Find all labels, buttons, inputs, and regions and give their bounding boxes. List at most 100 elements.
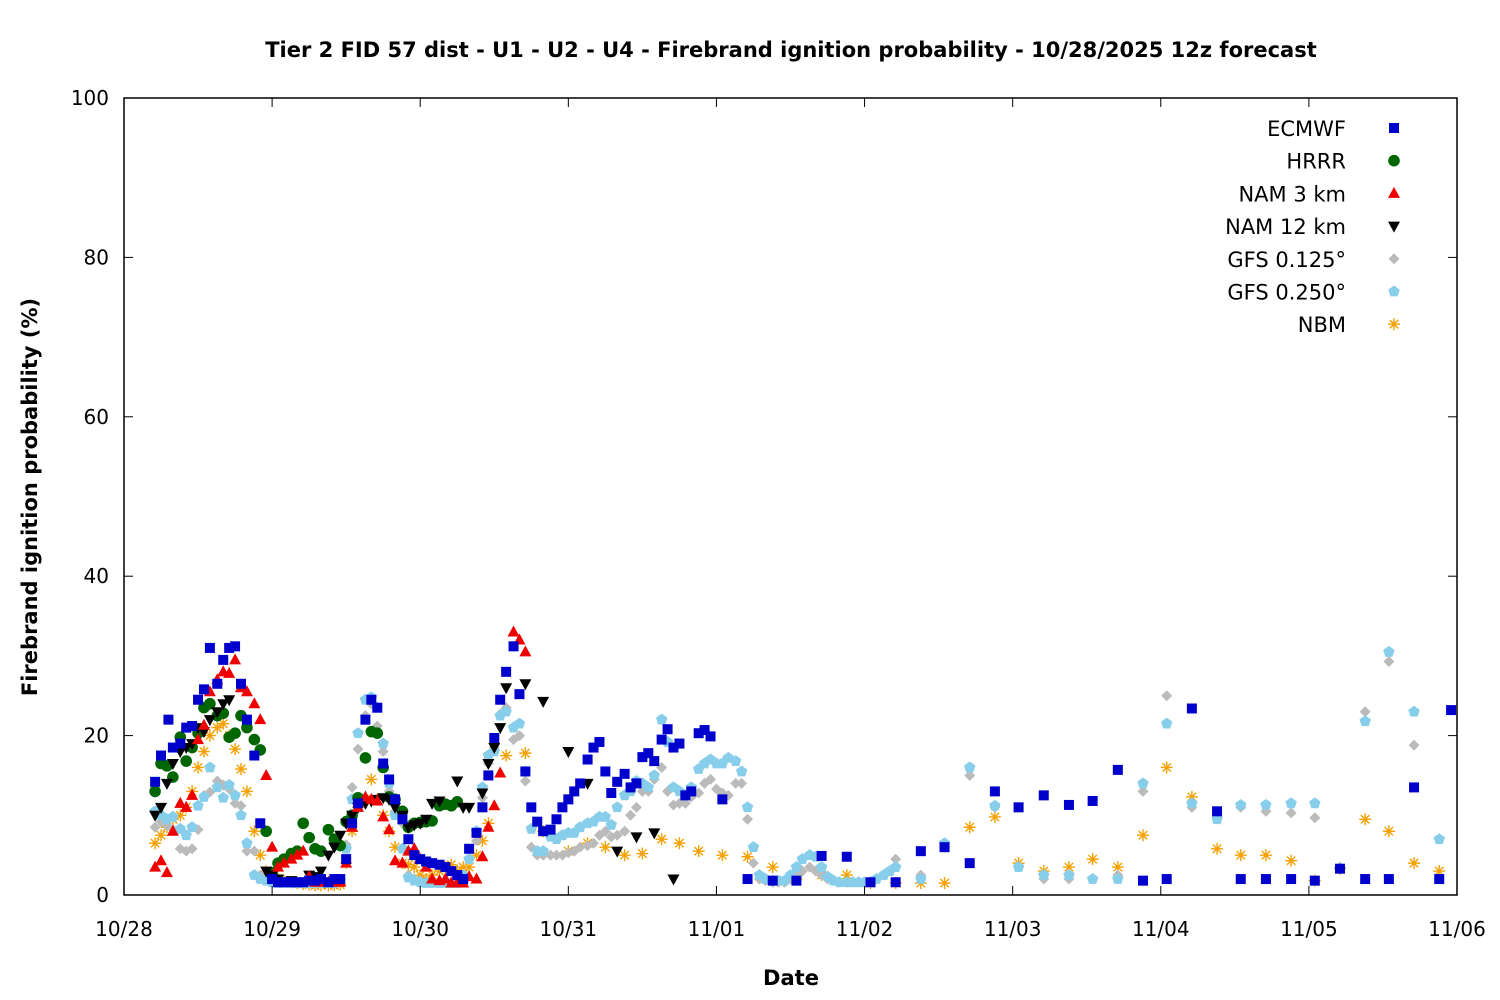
data-point-ecmwf — [360, 714, 371, 725]
data-point-nbm — [988, 810, 1001, 823]
data-point-ecmwf — [606, 787, 617, 798]
data-point-gfs-0-250 — [223, 779, 235, 790]
data-point-ecmwf — [366, 694, 377, 705]
data-point-hrrr — [315, 845, 327, 857]
legend-label-ecmwf: ECMWF — [1267, 117, 1346, 141]
data-point-nam-3-km — [371, 794, 384, 806]
data-point-nam-12-km — [328, 842, 341, 854]
data-point-ecmwf — [292, 877, 303, 888]
data-point-ecmwf — [434, 859, 445, 870]
data-point-nam-12-km — [223, 695, 236, 707]
data-point-nam-12-km — [519, 679, 532, 691]
data-point-nam-12-km — [482, 758, 495, 770]
data-point-gfs-0-125 — [747, 857, 759, 869]
legend-label-nam-12-km: NAM 12 km — [1225, 215, 1346, 239]
data-point-nam-3-km — [180, 800, 193, 812]
data-point-gfs-0-125 — [1383, 655, 1395, 667]
data-point-gfs-0-250 — [833, 876, 846, 888]
data-point-nam-3-km — [389, 854, 402, 866]
data-point-nbm — [963, 821, 976, 834]
legend: ECMWF HRRR NAM 3 km NAM 12 km GFS 0.125° GFS … — [1225, 117, 1400, 337]
data-point-nbm — [389, 841, 402, 854]
data-point-gfs-0-250 — [241, 837, 253, 849]
data-point-nam-3-km — [197, 718, 210, 730]
data-point-ecmwf — [415, 854, 426, 865]
data-point-gfs-0-250 — [611, 801, 623, 813]
data-point-nbm — [673, 837, 686, 850]
data-point-gfs-0-125 — [346, 781, 358, 793]
data-point-nbm — [1382, 825, 1395, 838]
data-point-ecmwf — [501, 666, 512, 677]
data-point-gfs-0-250 — [1012, 861, 1025, 872]
data-point-gfs-0-250 — [915, 873, 927, 884]
data-point-gfs-0-125 — [149, 821, 161, 833]
data-point-ecmwf — [286, 877, 297, 888]
data-point-ecmwf — [508, 641, 519, 652]
data-point-ecmwf — [1434, 874, 1445, 885]
data-point-ecmwf — [1186, 703, 1197, 714]
data-point-ecmwf — [495, 694, 506, 705]
data-point-ecmwf — [403, 834, 414, 845]
data-point-hrrr — [149, 785, 161, 798]
data-point-ecmwf — [421, 856, 432, 867]
data-point-nam-3-km — [254, 713, 267, 725]
data-point-gfs-0-125 — [1285, 807, 1297, 819]
data-point-nam-3-km — [519, 645, 532, 657]
data-point-nbm — [248, 825, 261, 838]
data-point-nam-3-km — [240, 685, 253, 697]
data-point-ecmwf — [458, 874, 469, 885]
data-point-gfs-0-125 — [519, 775, 531, 787]
data-point-nam-12-km — [630, 832, 643, 844]
data-point-ecmwf — [582, 754, 593, 765]
data-point-nam-12-km — [217, 699, 230, 711]
data-point-gfs-0-250 — [235, 809, 247, 821]
data-point-ecmwf — [656, 734, 667, 745]
data-point-nbm — [618, 849, 631, 862]
data-point-ecmwf — [1112, 764, 1123, 775]
data-point-nbm — [211, 721, 224, 734]
data-point-nam-12-km — [149, 810, 162, 822]
data-point-ecmwf — [619, 768, 630, 779]
data-point-nam-3-km — [277, 856, 290, 868]
data-point-ecmwf — [526, 802, 537, 813]
data-point-nbm — [433, 865, 446, 878]
data-point-ecmwf — [372, 702, 383, 713]
data-point-nbm — [1185, 790, 1198, 803]
data-point-gfs-0-250 — [1137, 777, 1149, 789]
data-point-nam-12-km — [334, 830, 347, 842]
data-point-nam-12-km — [537, 696, 550, 708]
data-point-ecmwf — [218, 654, 229, 665]
data-point-gfs-0-250 — [1063, 869, 1075, 880]
data-point-gfs-0-250 — [815, 861, 828, 872]
data-point-nam-12-km — [500, 683, 513, 695]
data-point-ecmwf — [315, 874, 326, 885]
data-point-gfs-0-250 — [1161, 717, 1173, 729]
x-tick-label: 10/29 — [243, 917, 301, 941]
data-point-nam-3-km — [476, 850, 489, 862]
data-point-ecmwf — [717, 794, 728, 805]
data-point-nbm — [636, 847, 649, 860]
data-point-nbm — [203, 729, 216, 742]
series-ecmwf — [150, 641, 1457, 888]
data-point-ecmwf — [674, 738, 685, 749]
data-point-gfs-0-250 — [599, 810, 612, 822]
y-axis: 0 20 40 60 80 100 — [71, 86, 1457, 907]
data-point-gfs-0-125 — [352, 743, 364, 755]
data-point-gfs-0-250 — [1408, 705, 1420, 717]
data-point-nbm — [655, 833, 668, 846]
data-point-gfs-0-125 — [235, 800, 247, 812]
data-point-gfs-0-250 — [500, 705, 512, 717]
data-point-ecmwf — [939, 842, 950, 853]
data-point-nam-3-km — [192, 733, 205, 745]
y-tick-label: 0 — [96, 883, 109, 907]
legend-label-hrrr: HRRR — [1286, 150, 1346, 174]
data-point-gfs-0-250 — [889, 861, 902, 872]
data-point-ecmwf — [204, 642, 215, 653]
data-point-nbm — [1259, 849, 1272, 862]
data-point-gfs-0-250 — [463, 853, 475, 864]
legend-marker-nbm — [1388, 318, 1400, 331]
y-tick-label: 80 — [84, 245, 109, 269]
data-point-ecmwf — [699, 725, 710, 736]
data-point-nam-12-km — [611, 846, 624, 858]
data-point-nam-12-km — [414, 818, 427, 830]
